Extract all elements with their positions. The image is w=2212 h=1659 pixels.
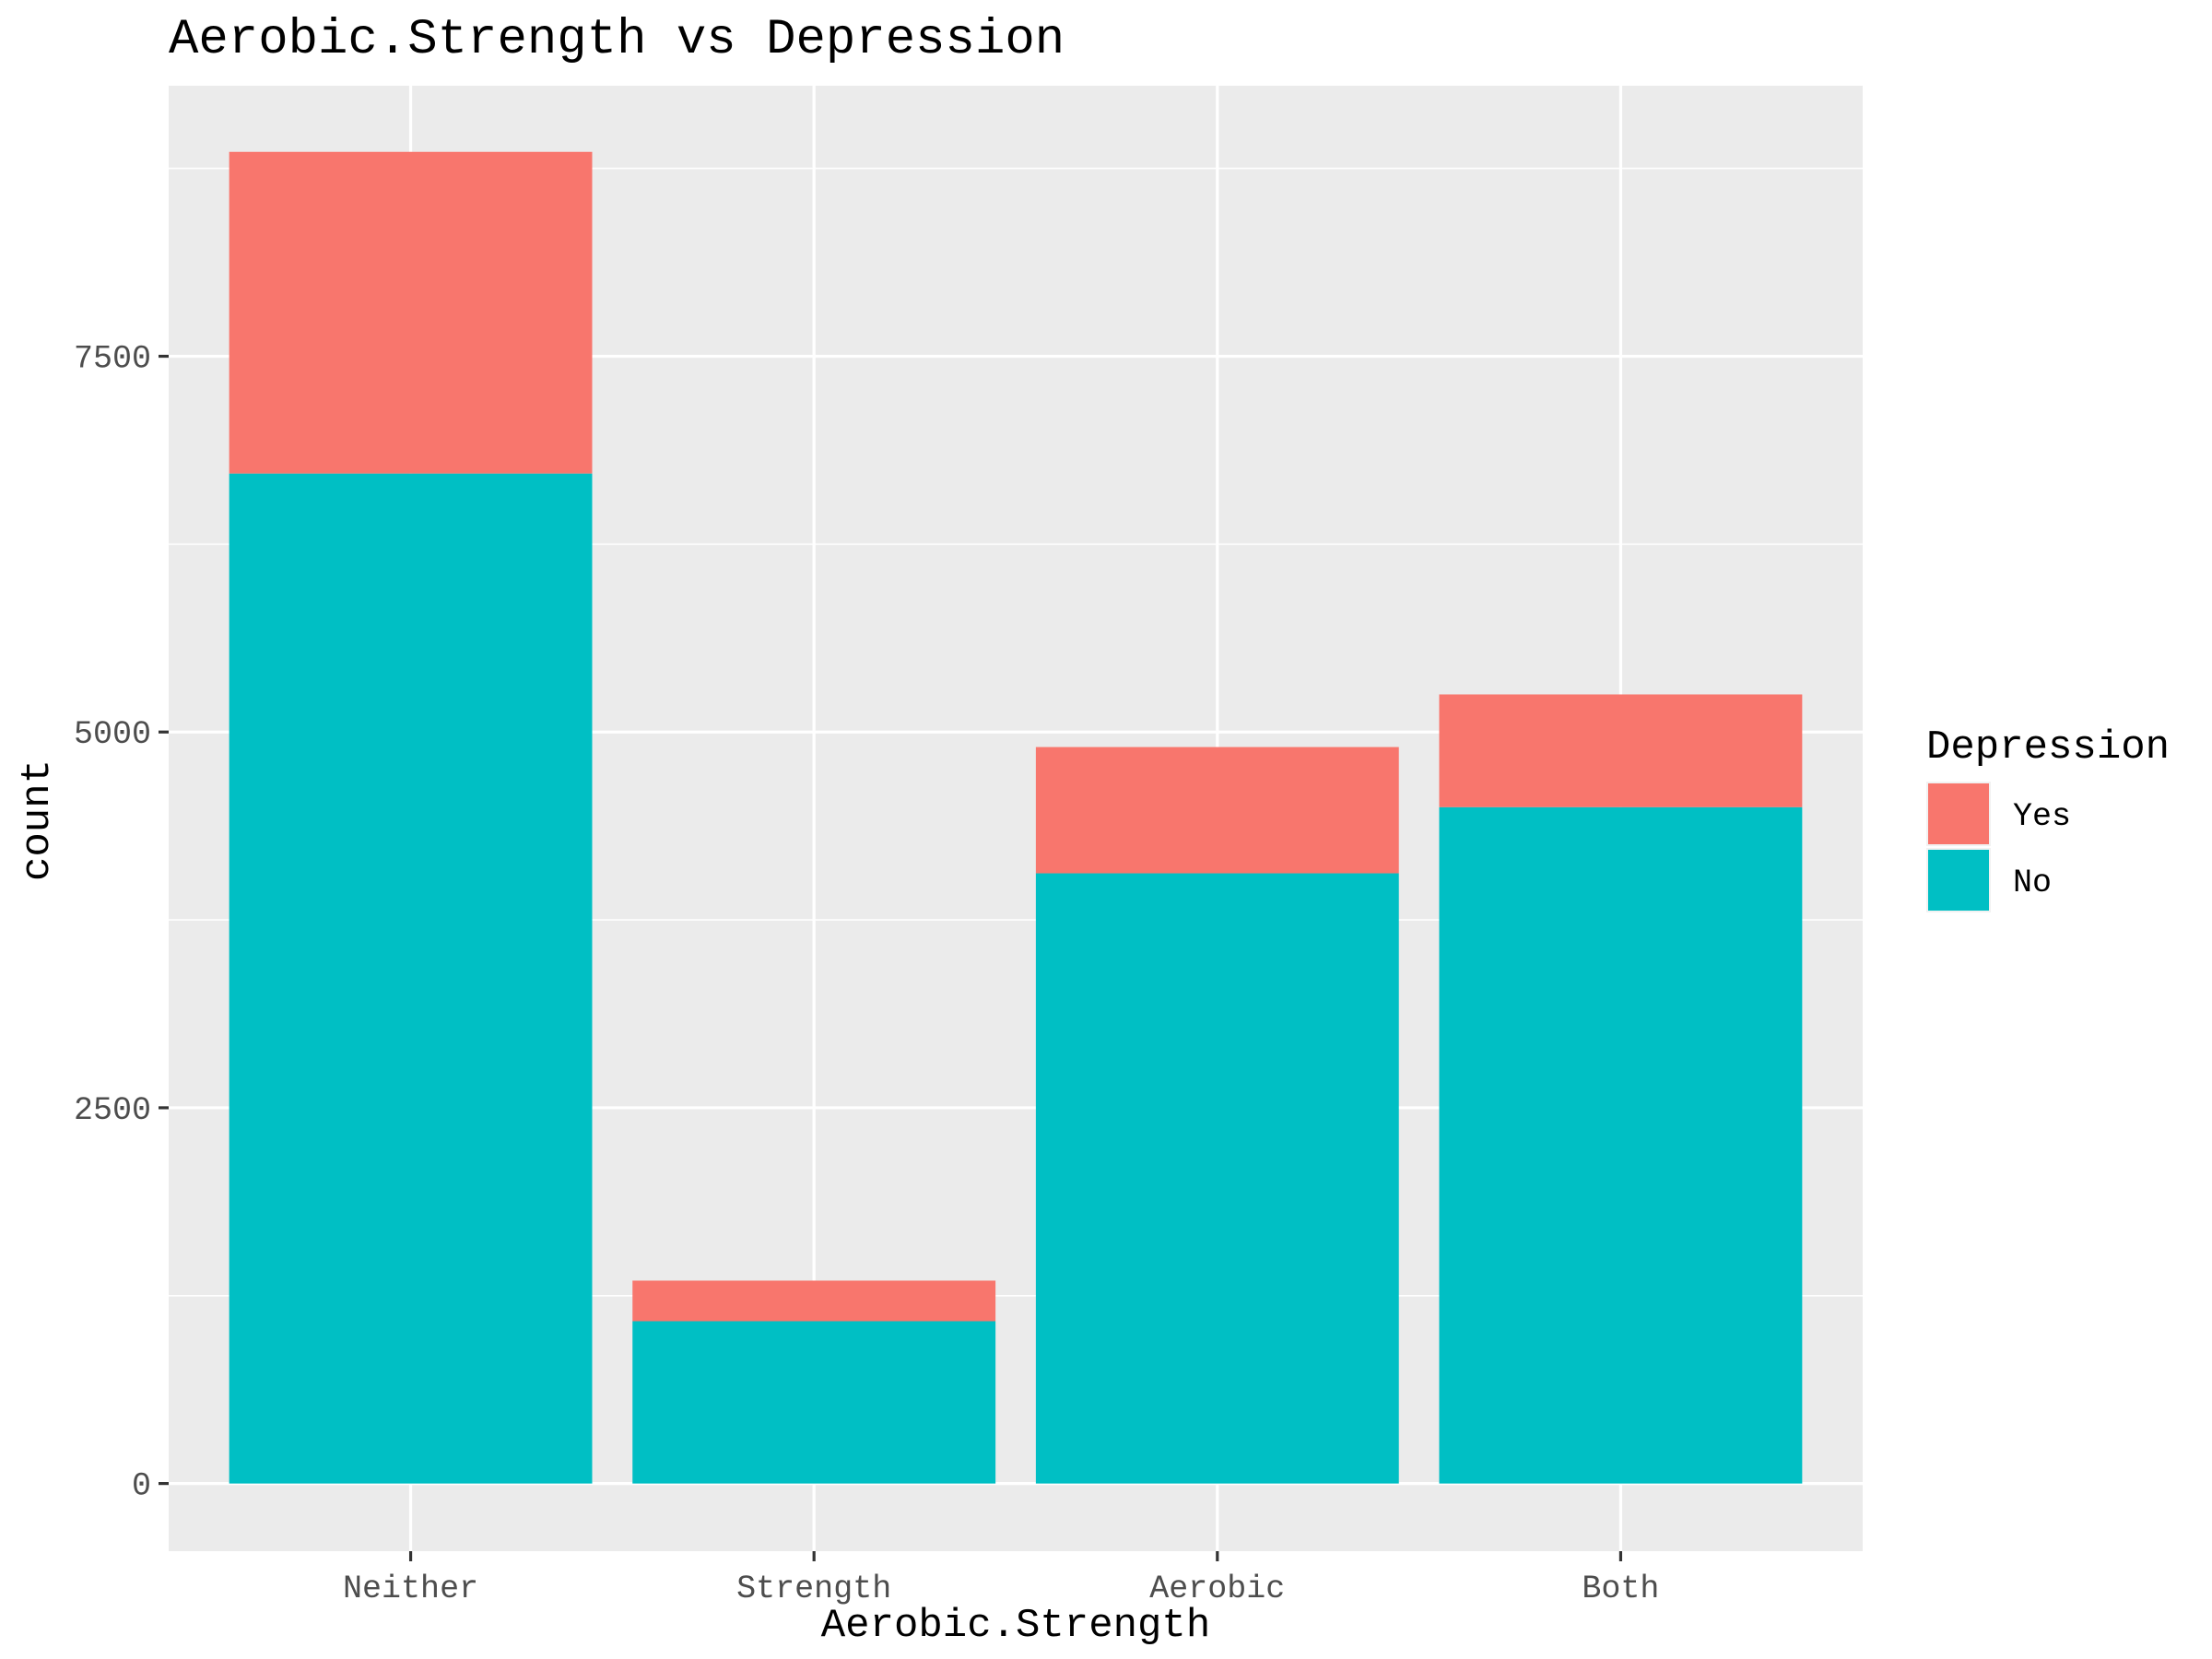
bar-strength-no <box>632 1321 996 1484</box>
y-axis: 0 2500 5000 7500 <box>74 341 169 1505</box>
legend-title: Depression <box>1926 724 2170 771</box>
y-tick-label: 5000 <box>74 716 151 753</box>
bar-aerobic-yes <box>1035 747 1399 874</box>
bar-both-no <box>1439 806 1803 1484</box>
y-tick-label: 0 <box>132 1468 151 1505</box>
bar-neither-yes <box>229 151 593 474</box>
x-tick-label: Aerobic <box>1149 1571 1285 1607</box>
legend-label-yes: Yes <box>2013 798 2071 835</box>
legend-label-no: No <box>2013 865 2052 901</box>
bars <box>229 151 1803 1484</box>
y-tick-label: 7500 <box>74 341 151 378</box>
x-axis: Neither Strength Aerobic Both <box>343 1551 1659 1607</box>
x-axis-title: Aerobic.Strength <box>821 1603 1210 1649</box>
legend-swatch-no <box>1928 850 1989 911</box>
y-axis-title: count <box>15 759 61 881</box>
legend-swatch-yes <box>1928 783 1989 844</box>
bar-neither-no <box>229 473 593 1484</box>
x-tick-label: Both <box>1582 1571 1659 1607</box>
x-tick-label: Strength <box>736 1571 891 1607</box>
bar-aerobic-no <box>1035 873 1399 1484</box>
x-tick-label: Neither <box>343 1571 478 1607</box>
y-tick-label: 2500 <box>74 1092 151 1129</box>
bar-strength-yes <box>632 1280 996 1322</box>
bar-both-yes <box>1439 694 1803 807</box>
legend: Depression Yes No <box>1926 724 2170 912</box>
chart-title: Aerobic.Strength vs Depression <box>169 12 1065 68</box>
